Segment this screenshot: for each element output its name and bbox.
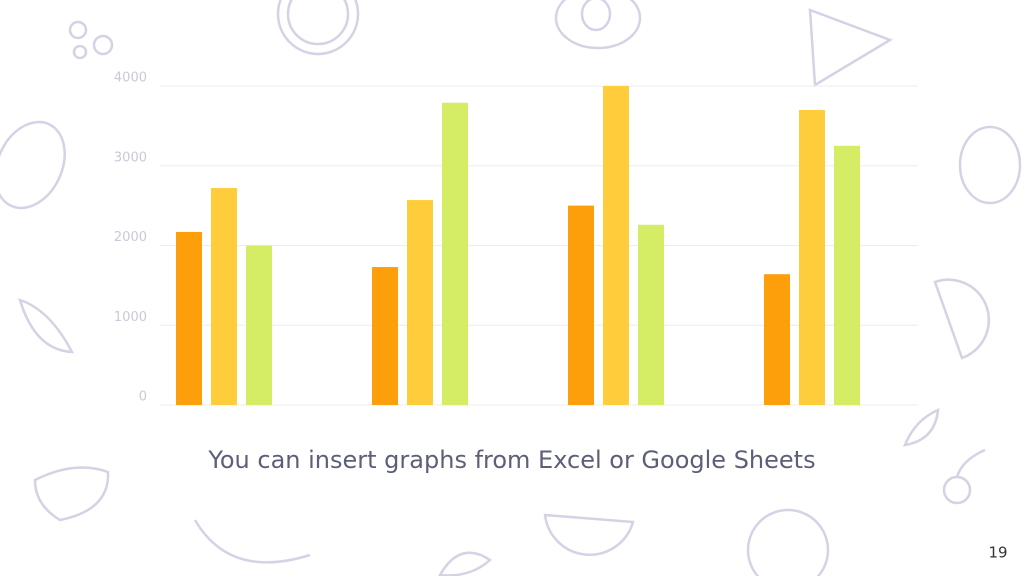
y-tick-label: 1000 bbox=[114, 310, 147, 325]
y-tick-label: 0 bbox=[139, 390, 147, 405]
bar bbox=[442, 102, 468, 405]
bar bbox=[764, 274, 790, 405]
bar bbox=[568, 205, 594, 405]
bar bbox=[638, 224, 664, 405]
bar bbox=[407, 200, 433, 405]
bar bbox=[799, 109, 825, 406]
bar bbox=[246, 245, 272, 405]
bar bbox=[176, 231, 202, 405]
y-tick-label: 2000 bbox=[114, 230, 147, 245]
bar bbox=[211, 188, 237, 405]
bar bbox=[372, 267, 398, 405]
bar bbox=[603, 86, 629, 405]
page-number: 19 bbox=[988, 544, 1007, 562]
y-tick-label: 3000 bbox=[114, 150, 147, 165]
chart-subtitle: You can insert graphs from Excel or Goog… bbox=[207, 446, 815, 474]
bar bbox=[834, 145, 860, 405]
y-tick-label: 4000 bbox=[114, 71, 147, 86]
